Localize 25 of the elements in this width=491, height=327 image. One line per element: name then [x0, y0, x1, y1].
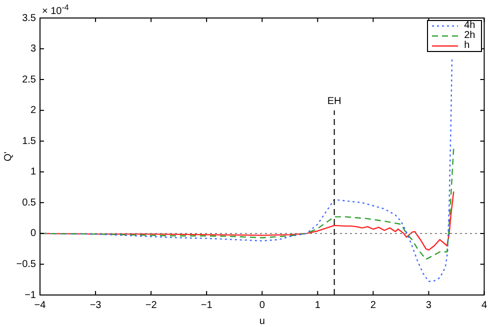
x-tick-label: 0: [259, 300, 266, 311]
ref-line-label: EH: [327, 96, 342, 108]
y-axis-title: Q': [2, 152, 14, 162]
x-tick-label: −3: [90, 300, 102, 311]
x-tick-label: 3: [426, 300, 432, 311]
x-tick-label: 4: [481, 300, 488, 311]
y-tick-label: −0.5: [16, 258, 36, 270]
y-tick-label: 2.5: [22, 74, 36, 86]
y-tick-label: 3: [30, 44, 36, 55]
legend-label: 2h: [464, 30, 476, 41]
x-tick-label: 2: [370, 300, 376, 311]
y-tick-label: 1: [30, 166, 36, 178]
x-tick-label: −4: [34, 300, 46, 311]
x-tick-label: 1: [314, 300, 321, 311]
x-tick-label: −1: [200, 300, 213, 311]
y-tick-label: 0.5: [22, 197, 36, 208]
x-axis-title: u: [259, 316, 265, 327]
legend-label: 4h: [464, 20, 476, 31]
x-tick-label: −2: [145, 300, 158, 311]
legend-label: h: [464, 40, 470, 51]
y-tick-label: 3.5: [22, 12, 36, 24]
y-tick-label: 2: [30, 105, 36, 116]
y-tick-label: 0: [30, 228, 36, 240]
y-tick-label: 1.5: [22, 136, 36, 147]
y-tick-label: −1: [24, 290, 36, 301]
